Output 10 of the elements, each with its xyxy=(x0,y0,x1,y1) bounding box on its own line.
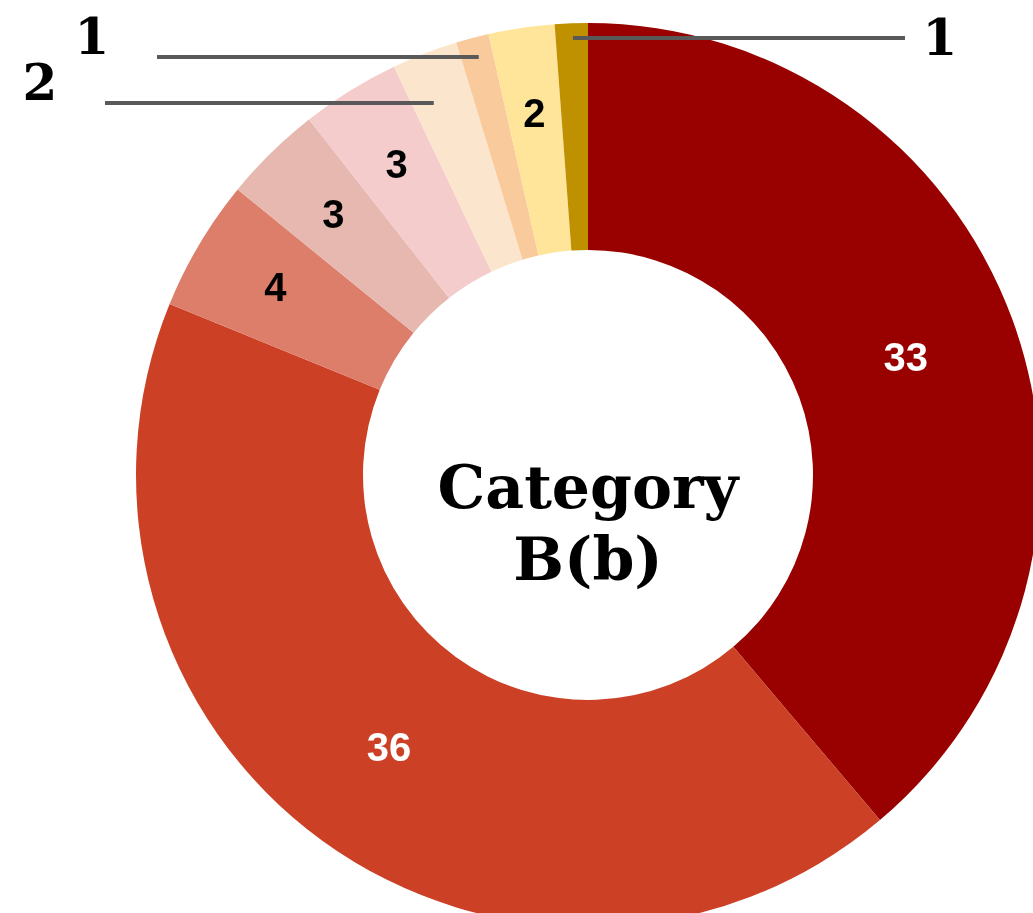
data-label: 2 xyxy=(523,91,546,136)
data-label: 4 xyxy=(264,265,288,310)
text: Category B(b) xyxy=(437,452,741,594)
data-label: 2 xyxy=(22,53,58,112)
data-label: 1 xyxy=(922,8,958,67)
data-label: 1 xyxy=(74,7,110,66)
data-label: 33 xyxy=(883,334,929,379)
data-label: 3 xyxy=(385,141,408,186)
data-label: 36 xyxy=(366,724,412,769)
data-label: 3 xyxy=(322,191,345,236)
